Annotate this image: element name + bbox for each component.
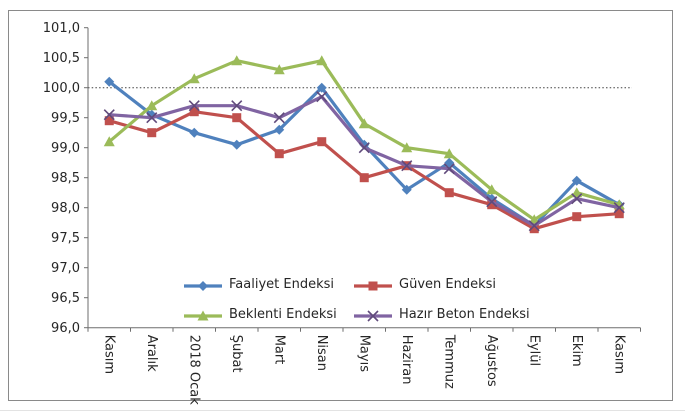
triangle-marker-icon	[231, 55, 243, 66]
x-marker-icon	[146, 112, 158, 124]
diamond-marker-icon	[231, 139, 242, 150]
chart-frame	[8, 10, 673, 401]
x-marker-icon	[401, 160, 413, 172]
x-marker-icon	[443, 163, 455, 175]
x-marker-icon	[316, 91, 328, 103]
legend-item-beklenti-endeksi: Beklenti Endeksi	[183, 307, 337, 323]
diamond-marker-icon	[189, 127, 200, 138]
x-marker-icon	[613, 202, 625, 214]
page-bottom-divider	[0, 410, 685, 411]
square-marker-icon	[368, 281, 378, 291]
legend-label: Güven Endeksi	[399, 277, 496, 292]
square-marker-icon	[104, 116, 114, 126]
square-marker-icon	[359, 173, 369, 183]
y-axis-label: 97,5	[51, 231, 80, 246]
x-axis-label: Ağustos	[484, 335, 499, 387]
legend-item-guven-endeksi: Güven Endeksi	[353, 277, 496, 293]
square-marker-icon	[317, 137, 327, 147]
legend-label: Faaliyet Endeksi	[229, 277, 334, 292]
square-marker-icon	[614, 209, 624, 219]
square-marker-icon	[274, 149, 284, 159]
x-axis-label: Mayıs	[356, 335, 371, 372]
legend-marker-hazir-beton-endeksi	[353, 308, 393, 322]
x-marker-icon	[103, 109, 115, 121]
x-axis-label: Aralık	[144, 335, 159, 372]
y-axis-label: 99,5	[51, 111, 80, 126]
x-marker-icon	[571, 193, 583, 205]
x-axis-label: Kasım	[101, 335, 116, 374]
x-marker-icon	[367, 310, 379, 322]
y-axis-label: 96,5	[51, 291, 80, 306]
x-axis-label: Temmuz	[441, 334, 456, 389]
legend-marker-beklenti-endeksi	[183, 308, 223, 322]
triangle-marker-icon	[443, 148, 455, 159]
triangle-marker-icon	[486, 184, 498, 195]
series-line-diamond	[107, 80, 621, 228]
x-axis-label: Mart	[271, 335, 286, 365]
diamond-marker-icon	[571, 175, 582, 186]
x-axis-label: Kasım	[611, 335, 626, 374]
legend-marker-faaliyet-endeksi	[183, 278, 223, 292]
x-axis-label: Eylül	[526, 335, 541, 366]
triangle-marker-icon	[358, 118, 370, 129]
legend-label: Hazır Beton Endeksi	[399, 307, 530, 322]
x-marker-icon	[273, 112, 285, 124]
x-marker-icon	[528, 220, 540, 232]
y-axis-label: 100,5	[43, 51, 80, 66]
x-marker-icon	[486, 196, 498, 208]
triangle-marker-icon	[197, 310, 209, 321]
square-marker-icon	[529, 224, 539, 234]
square-marker-icon	[572, 212, 582, 222]
legend-marker-guven-endeksi	[353, 278, 393, 292]
triangle-marker-icon	[316, 55, 328, 66]
legend-line-sample	[184, 310, 222, 321]
x-axis-label: Şubat	[229, 335, 244, 373]
diamond-marker-icon	[198, 281, 208, 291]
triangle-marker-icon	[146, 100, 158, 111]
triangle-marker-icon	[401, 142, 413, 153]
x-marker-icon	[188, 100, 200, 112]
x-axis-label: 2018 Ocak	[186, 335, 201, 406]
legend-item-faaliyet-endeksi: Faaliyet Endeksi	[183, 277, 334, 293]
legend-line-sample	[184, 281, 222, 291]
x-marker-icon	[231, 100, 243, 112]
diamond-marker-icon	[274, 124, 285, 135]
x-axis-label: Ekim	[569, 335, 584, 367]
y-axis-label: 101,0	[43, 21, 80, 36]
y-axis-label: 98,5	[51, 171, 80, 186]
triangle-marker-icon	[528, 214, 540, 225]
diamond-marker-icon	[104, 76, 115, 87]
square-marker-icon	[444, 188, 454, 198]
square-marker-icon	[487, 200, 497, 210]
square-marker-icon	[147, 128, 157, 138]
y-axis-label: 97,0	[51, 261, 80, 276]
y-axis-label: 98,0	[51, 201, 80, 216]
legend-line-sample	[354, 310, 392, 322]
y-axis-label: 96,0	[51, 321, 80, 336]
legend-line-sample	[354, 281, 392, 291]
triangle-marker-icon	[571, 187, 583, 198]
x-axis-label: Haziran	[399, 335, 414, 385]
triangle-marker-icon	[103, 136, 115, 147]
legend-item-hazir-beton-endeksi: Hazır Beton Endeksi	[353, 307, 530, 323]
x-axis-label: Nisan	[314, 335, 329, 371]
diamond-marker-icon	[316, 82, 327, 93]
square-marker-icon	[232, 113, 242, 123]
triangle-marker-icon	[273, 64, 285, 75]
square-marker-icon	[189, 107, 199, 117]
triangle-marker-icon	[188, 73, 200, 84]
x-marker-icon	[358, 142, 370, 154]
y-axis-label: 100,0	[43, 81, 80, 96]
y-axis-label: 99,0	[51, 141, 80, 156]
diamond-marker-icon	[401, 184, 412, 195]
legend-label: Beklenti Endeksi	[229, 307, 337, 322]
